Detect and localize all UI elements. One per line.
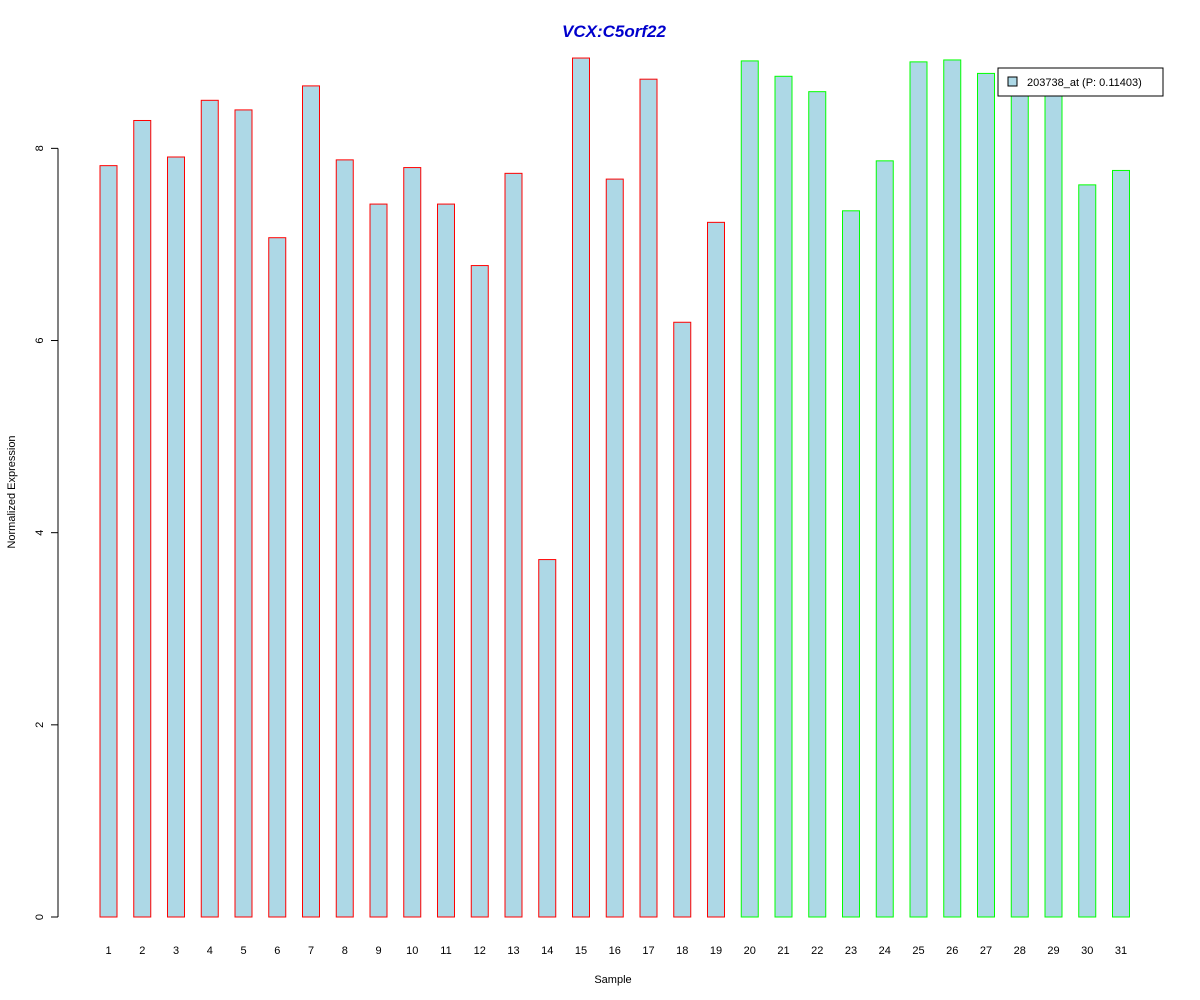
- x-tick-label: 26: [946, 945, 958, 957]
- bar: [740, 60, 759, 918]
- x-tick-label: 30: [1081, 945, 1093, 957]
- bar: [707, 221, 725, 918]
- bar: [605, 178, 624, 918]
- bars-group: [99, 57, 1130, 918]
- legend: 203738_at (P: 0.11403): [997, 67, 1164, 97]
- bar: [302, 85, 320, 918]
- bar: [437, 203, 455, 918]
- x-tick-label: 2: [139, 945, 145, 957]
- legend-label: 203738_at (P: 0.11403): [1027, 77, 1142, 89]
- x-tick-label: 9: [375, 945, 381, 957]
- x-axis-tick-labels: 1 2 3 4 5 6 7 8 9 10 11 12 13 14 15 16 17 18 19 20 21 22 23 24 2…: [105, 945, 1127, 957]
- x-tick-label: 10: [406, 945, 418, 957]
- x-tick-label: 4: [207, 945, 213, 957]
- bar: [943, 59, 962, 918]
- bar: [99, 165, 118, 918]
- x-tick-label: 28: [1014, 945, 1026, 957]
- y-axis-label: Normalized Expression: [6, 435, 18, 548]
- x-tick-label: 25: [912, 945, 924, 957]
- x-tick-label: 14: [541, 945, 553, 957]
- x-tick-label: 20: [744, 945, 756, 957]
- x-tick-label: 19: [710, 945, 722, 957]
- bar: [369, 203, 388, 918]
- bar: [1044, 87, 1063, 918]
- bar: [403, 167, 422, 918]
- legend-swatch: [1007, 76, 1018, 87]
- y-tick-label: 6: [34, 337, 46, 343]
- x-tick-label: 3: [173, 945, 179, 957]
- x-tick-label: 12: [474, 945, 486, 957]
- y-axis: 0 2 4 6 8: [34, 145, 59, 920]
- chart-title: VCX:C5orf22: [562, 22, 666, 41]
- x-tick-label: 21: [777, 945, 789, 957]
- bar: [200, 99, 219, 918]
- bar: [909, 61, 928, 918]
- x-tick-label: 17: [642, 945, 654, 957]
- bar: [538, 559, 557, 918]
- y-tick-label: 8: [34, 145, 46, 151]
- x-tick-label: 5: [240, 945, 246, 957]
- x-axis-label: Sample: [594, 974, 631, 986]
- bar: [572, 57, 590, 918]
- x-tick-label: 22: [811, 945, 823, 957]
- bar: [504, 172, 523, 918]
- x-tick-label: 23: [845, 945, 857, 957]
- bar: [1010, 84, 1029, 918]
- x-tick-label: 15: [575, 945, 587, 957]
- x-tick-label: 7: [308, 945, 314, 957]
- bar: [268, 237, 287, 918]
- bar: [1112, 169, 1130, 918]
- x-tick-label: 11: [440, 945, 451, 957]
- bar: [774, 75, 793, 918]
- x-tick-label: 24: [879, 945, 891, 957]
- legend-box: [997, 67, 1164, 97]
- bar: [335, 159, 354, 918]
- bar: [167, 156, 185, 918]
- x-tick-label: 27: [980, 945, 992, 957]
- bar: [808, 91, 827, 918]
- bar: [133, 119, 152, 918]
- y-tick-label: 2: [34, 722, 46, 728]
- bar: [470, 265, 489, 918]
- x-tick-label: 29: [1047, 945, 1059, 957]
- x-tick-label: 16: [609, 945, 621, 957]
- x-tick-label: 18: [676, 945, 688, 957]
- bar: [842, 210, 860, 918]
- bar: [234, 109, 253, 918]
- x-tick-label: 31: [1115, 945, 1127, 957]
- x-tick-label: 6: [274, 945, 280, 957]
- y-tick-label: 4: [34, 530, 46, 536]
- y-tick-label: 0: [34, 914, 46, 920]
- x-tick-label: 13: [507, 945, 519, 957]
- x-tick-label: 8: [342, 945, 348, 957]
- bar: [639, 78, 658, 918]
- bar: [673, 321, 692, 918]
- bar: [875, 160, 894, 918]
- bar: [1078, 184, 1097, 918]
- x-tick-label: 1: [105, 945, 111, 957]
- bar: [977, 72, 995, 918]
